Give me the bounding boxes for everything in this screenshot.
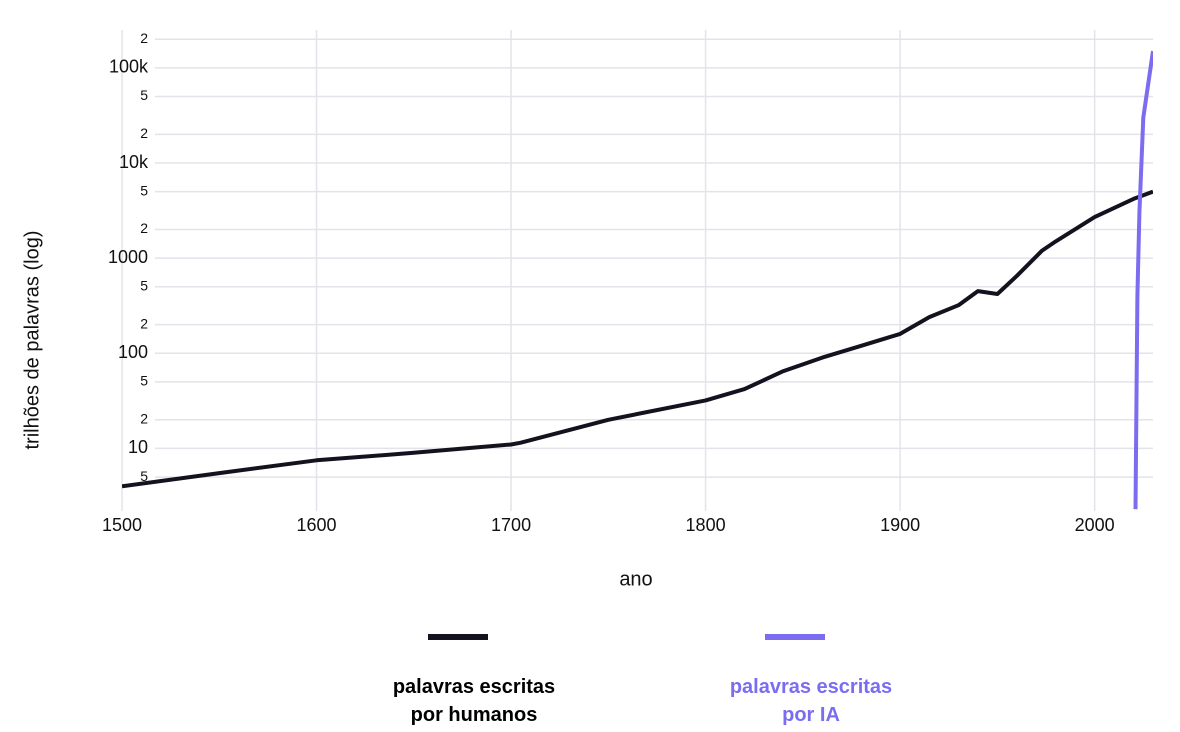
y-tick-label: 2 bbox=[140, 315, 148, 331]
y-tick-label: 1000 bbox=[108, 247, 148, 267]
y-tick-label: 5 bbox=[140, 182, 148, 198]
y-tick-label: 5 bbox=[140, 87, 148, 103]
x-axis-label: ano bbox=[619, 568, 652, 590]
y-tick-label: 2 bbox=[140, 125, 148, 141]
y-tick-label: 10 bbox=[128, 437, 148, 457]
x-tick-label: 2000 bbox=[1075, 515, 1115, 535]
legend-label: palavras escritas por humanos bbox=[392, 676, 556, 726]
y-tick-label: 2 bbox=[140, 410, 148, 426]
x-tick-label: 1700 bbox=[491, 515, 531, 535]
grid bbox=[121, 30, 1153, 511]
y-tick-label: 2 bbox=[140, 30, 148, 46]
x-tick-label: 1500 bbox=[102, 515, 142, 535]
y-tick-label: 100k bbox=[109, 57, 149, 77]
y-axis-label: trilhões de palavras (log) bbox=[21, 231, 43, 450]
x-tick-label: 1800 bbox=[686, 515, 726, 535]
x-tick-label: 1900 bbox=[880, 515, 920, 535]
line bbox=[122, 189, 1153, 489]
y-tick-label: 2 bbox=[140, 220, 148, 236]
x-tick-label: 1600 bbox=[297, 515, 337, 535]
y-tick-label: 100 bbox=[118, 342, 148, 362]
line bbox=[1133, 50, 1153, 510]
y-tick-label: 5 bbox=[140, 373, 148, 389]
y-tick-label: 5 bbox=[140, 468, 148, 484]
y-tick-label: 5 bbox=[140, 277, 148, 293]
legend-label: palavras escritas por IA bbox=[729, 676, 893, 726]
y-tick-label: 10k bbox=[119, 152, 149, 172]
